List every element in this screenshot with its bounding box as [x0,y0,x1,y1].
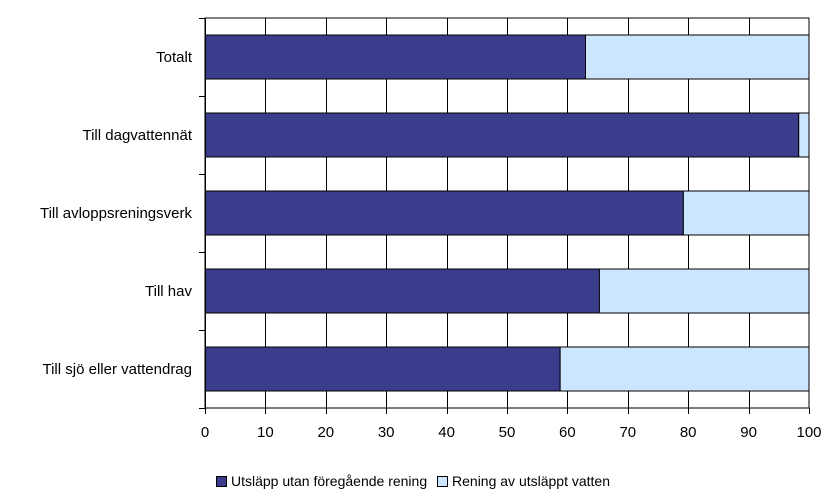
tick-label-x-9: 90 [740,424,757,441]
legend-item-series-1: Rening av utsläppt vatten [437,473,610,489]
tick-label-x-7: 70 [619,424,636,441]
legend-label-series-0: Utsläpp utan föregående rening [230,473,428,489]
tick-label-x-3: 30 [378,424,395,441]
tick-label-x-1: 10 [257,424,274,441]
legend-label-series-1: Rening av utsläppt vatten [452,473,611,489]
tick-label-x-8: 80 [680,424,697,441]
bar-0-1 [204,112,800,158]
legend: Utsläpp utan föregående rening Rening av… [0,473,826,490]
tick-label-x-10: 100 [796,424,821,441]
tick-label-x-5: 50 [499,424,516,441]
legend-swatch-series-1 [437,475,449,487]
category-label-0: Totalt [156,49,193,66]
category-label-2: Till avloppsreningsverk [40,205,193,222]
category-label-3: Till hav [145,283,192,300]
tick-label-x-6: 60 [559,424,576,441]
bar-0-2 [204,190,684,236]
bar-1-4 [559,346,810,392]
bar-1-1 [798,112,810,158]
tick-label-x-2: 20 [317,424,334,441]
bar-1-0 [585,34,810,80]
bar-0-3 [204,268,600,314]
category-label-4: Till sjö eller vattendrag [42,361,192,378]
tick-label-x-0: 0 [201,424,209,441]
legend-swatch-series-0 [215,475,227,487]
bar-0-0 [204,34,587,80]
bar-1-2 [682,190,810,236]
category-label-1: Till dagvattennät [82,127,192,144]
bar-0-4 [204,346,561,392]
bar-1-3 [598,268,810,314]
legend-item-series-0: Utsläpp utan föregående rening [215,473,428,489]
tick-label-x-4: 40 [438,424,455,441]
